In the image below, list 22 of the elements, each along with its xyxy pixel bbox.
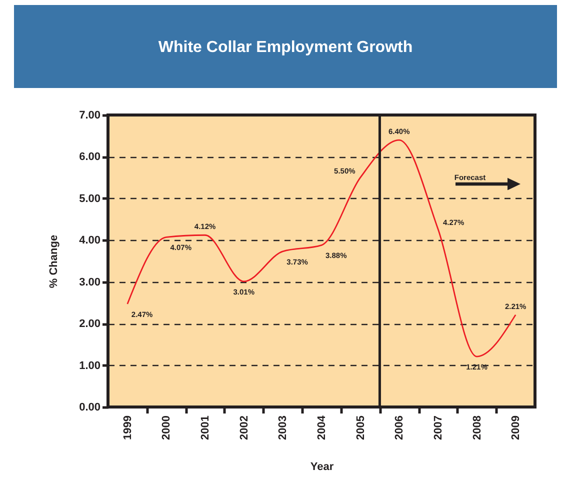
y-tick-label: 3.00	[79, 276, 100, 288]
x-tick-label: 2008	[471, 416, 484, 440]
x-tick-label: 2005	[354, 416, 367, 440]
x-tick-label: 2001	[200, 416, 212, 440]
y-axis-title: % Change	[48, 234, 60, 288]
y-tick-label: 6.00	[79, 151, 100, 164]
y-tick-label: 1.00	[79, 360, 100, 372]
x-axis-title: Year	[310, 460, 334, 473]
x-tick-label: 2003	[277, 416, 290, 440]
x-tick-label: 2007	[432, 416, 444, 440]
y-tick-label: 7.00	[79, 110, 100, 122]
x-tick-label: 2002	[238, 416, 250, 440]
y-tick-label: 0.00	[79, 402, 100, 414]
x-tick-label: 2006	[394, 416, 406, 440]
y-tick-label: 2.00	[79, 318, 100, 330]
x-tick-label: 2000	[160, 416, 173, 440]
x-tick-label: 2004	[316, 414, 328, 440]
y-tick-label: 4.00	[79, 234, 100, 247]
x-tick-label: 1999	[122, 416, 134, 440]
chart-title: White Collar Employment Growth	[158, 39, 413, 56]
y-tick-label: 5.00	[79, 192, 100, 205]
x-tick-label: 2009	[510, 416, 522, 440]
